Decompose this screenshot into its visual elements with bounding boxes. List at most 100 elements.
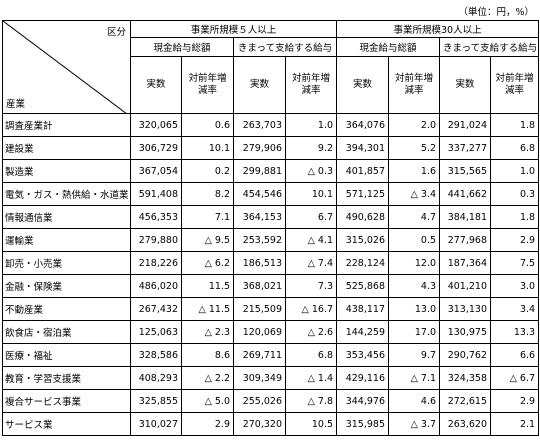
group-header: 事業所規模５人以上 (129, 20, 338, 38)
cell: △ 2.3 (181, 320, 234, 344)
cell: 3.4 (490, 297, 540, 321)
cell: 4.7 (388, 205, 441, 229)
cell: △ 4.1 (284, 228, 338, 252)
subgroup-header: 現金給与総額 (336, 37, 441, 57)
cell: 290,762 (439, 343, 492, 367)
cell: 4.6 (388, 389, 441, 413)
cell: 364,153 (233, 205, 286, 229)
cell: △ 6.2 (181, 251, 234, 275)
cell: 255,026 (233, 389, 286, 413)
cell: 2.9 (490, 228, 540, 252)
cell: 263,703 (233, 113, 286, 137)
table-row: 建設業 306,729 10.1 279,906 9.2 394,301 5.2 337,27… (2, 136, 540, 160)
cell: 315,565 (439, 159, 492, 183)
cell: 454,546 (233, 182, 286, 206)
cell: 13.0 (388, 297, 441, 321)
industry-label: 卸売・小売業 (2, 251, 131, 275)
cell: 228,124 (336, 251, 390, 275)
cell: 591,408 (130, 182, 182, 206)
table-row: 医療・福祉 328,586 8.6 269,711 6.8 353,456 9.7 290,7… (2, 343, 540, 367)
cell: 269,711 (233, 343, 286, 367)
cell: 310,027 (130, 412, 182, 436)
diagonal (3, 21, 126, 113)
cell: △ 1.4 (284, 366, 338, 390)
cell: 408,293 (130, 366, 182, 390)
subgroup-header: きまって支給する給与 (439, 37, 540, 57)
cell: 325,855 (130, 389, 182, 413)
cell: 8.2 (181, 182, 234, 206)
cell: 270,320 (233, 412, 286, 436)
cell: △ 2.2 (181, 366, 234, 390)
cell: △ 6.7 (490, 366, 540, 390)
cell: 306,729 (130, 136, 182, 160)
cell: 253,592 (233, 228, 286, 252)
cell: 10.1 (284, 182, 338, 206)
cell: 272,615 (439, 389, 492, 413)
cell: 2.9 (181, 412, 234, 436)
cell: 7.1 (181, 205, 234, 229)
column-header: 実数 (336, 56, 390, 114)
corner-cell: 区分 産業 (2, 20, 131, 114)
cell: 279,880 (130, 228, 182, 252)
cell: 320,065 (130, 113, 182, 137)
cell: △ 16.7 (284, 297, 338, 321)
table-row: 複合サービス事業 325,855 △ 5.0 255,026 △ 7.8 344,976 4… (2, 389, 540, 413)
cell: 315,026 (336, 228, 390, 252)
column-header: 実数 (233, 56, 286, 114)
cell: 13.3 (490, 320, 540, 344)
cell: 571,125 (336, 182, 390, 206)
cell: 277,968 (439, 228, 492, 252)
column-header: 実数 (439, 56, 492, 114)
cell: 9.2 (284, 136, 338, 160)
unit-note: （単位：円，%） (458, 7, 534, 18)
cell: 130,975 (439, 320, 492, 344)
cell: 11.5 (181, 274, 234, 298)
cell: 313,130 (439, 297, 492, 321)
cell: 384,181 (439, 205, 492, 229)
table-row: 製造業 367,054 0.2 299,881 △ 0.3 401,857 1.6 315,5… (2, 159, 540, 183)
cell: 10.5 (284, 412, 338, 436)
table-row: 調査産業計 320,065 0.6 263,703 1.0 364,076 2.0 291,0… (2, 113, 540, 137)
corner-bottom: 産業 (6, 99, 26, 110)
cell: △ 0.3 (284, 159, 338, 183)
column-header: 実数 (130, 56, 182, 114)
cell: 0.5 (388, 228, 441, 252)
industry-label: 金融・保険業 (2, 274, 131, 298)
cell: △ 3.7 (388, 412, 441, 436)
column-header: 対前年増減率 (388, 56, 441, 114)
cell: 263,620 (439, 412, 492, 436)
cell: 17.0 (388, 320, 441, 344)
cell: 337,277 (439, 136, 492, 160)
cell: △ 3.4 (388, 182, 441, 206)
cell: 401,210 (439, 274, 492, 298)
cell: 125,063 (130, 320, 182, 344)
table-row: 飲食店・宿泊業 125,063 △ 2.3 120,069 △ 2.6 144,259 17… (2, 320, 540, 344)
cell: 441,662 (439, 182, 492, 206)
cell: △ 7.4 (284, 251, 338, 275)
cell: 324,358 (439, 366, 492, 390)
cell: 291,024 (439, 113, 492, 137)
table-row: 卸売・小売業 218,226 △ 6.2 186,513 △ 7.4 228,124 12.… (2, 251, 540, 275)
cell: 12.0 (388, 251, 441, 275)
industry-label: サービス業 (2, 412, 131, 436)
cell: 394,301 (336, 136, 390, 160)
cell: 6.7 (284, 205, 338, 229)
industry-label: 医療・福祉 (2, 343, 131, 367)
cell: 2.9 (490, 389, 540, 413)
cell: 0.2 (181, 159, 234, 183)
cell: 1.0 (490, 159, 540, 183)
table-row: 教育・学習支援業 408,293 △ 2.2 309,349 △ 1.4 429,116 △… (2, 366, 540, 390)
cell: 1.6 (388, 159, 441, 183)
column-header: 対前年増減率 (490, 56, 540, 114)
cell: 218,226 (130, 251, 182, 275)
cell: 6.8 (284, 343, 338, 367)
cell: 2.1 (490, 412, 540, 436)
cell: 5.2 (388, 136, 441, 160)
industry-label: 不動産業 (2, 297, 131, 321)
cell: 186,513 (233, 251, 286, 275)
cell: 0.6 (181, 113, 234, 137)
cell: 187,364 (439, 251, 492, 275)
cell: △ 5.0 (181, 389, 234, 413)
cell: △ 7.1 (388, 366, 441, 390)
cell: 344,976 (336, 389, 390, 413)
